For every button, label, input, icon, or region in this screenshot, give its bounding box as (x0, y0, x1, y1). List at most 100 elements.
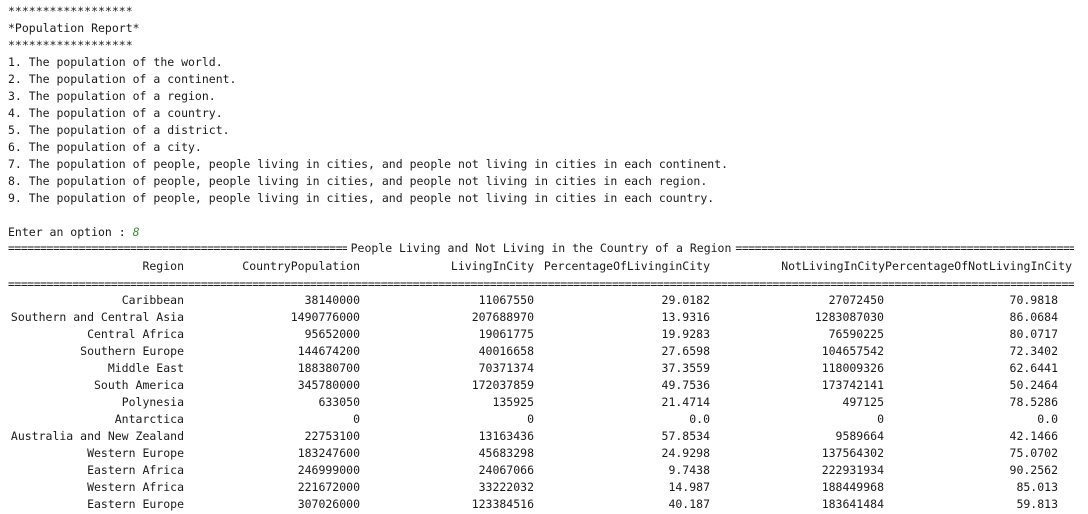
cell-not-living-in-city: 188449968 (821, 480, 884, 494)
cell-living-in-city: 0 (527, 412, 534, 426)
cell-pct-living-in-city: 14.987 (668, 480, 710, 494)
cell-region: Eastern Europe (87, 497, 184, 511)
menu-item-6: 6. The population of a city. (8, 140, 202, 154)
cell-region: Eastern Africa (87, 463, 184, 477)
cell-pct-not-living-in-city: 70.9818 (1009, 293, 1058, 307)
header-pct-living-in-city: PercentageOfLivinginCity (543, 259, 710, 273)
cell-living-in-city: 45683298 (478, 446, 534, 460)
cell-pct-not-living-in-city: 85.013 (1016, 480, 1058, 494)
cell-pct-not-living-in-city: 42.1466 (1009, 429, 1058, 443)
cell-not-living-in-city: 183641484 (821, 497, 884, 511)
cell-pct-living-in-city: 24.9298 (661, 446, 710, 460)
header-living-in-city: LivingInCity (450, 259, 534, 273)
cell-country-population: 38140000 (304, 293, 360, 307)
cell-region: Antarctica (114, 412, 184, 426)
header-country-population: CountryPopulation (242, 259, 360, 273)
cell-not-living-in-city: 9589664 (835, 429, 884, 443)
cell-living-in-city: 40016658 (478, 344, 534, 358)
cell-region: Australia and New Zealand (10, 429, 184, 443)
menu-item-8: 8. The population of people, people livi… (8, 174, 708, 188)
cell-pct-living-in-city: 13.9316 (661, 310, 710, 324)
report-title-row: ========================================… (8, 240, 1074, 257)
cell-living-in-city: 24067066 (478, 463, 534, 477)
menu-item-7: 7. The population of people, people livi… (8, 157, 729, 171)
cell-not-living-in-city: 173742141 (821, 378, 884, 392)
cell-pct-not-living-in-city: 72.3402 (1009, 344, 1058, 358)
cell-pct-living-in-city: 29.0182 (661, 293, 710, 307)
cell-country-population: 1490776000 (290, 310, 360, 324)
cell-region: Southern and Central Asia (10, 310, 184, 324)
cell-region: Southern Europe (80, 344, 184, 358)
cell-pct-living-in-city: 49.7536 (661, 378, 710, 392)
banner-title: *Population Report* (8, 21, 140, 35)
banner-stars-bottom: ****************** (8, 38, 133, 52)
title-separator-right: ========================================… (735, 241, 1074, 255)
cell-pct-not-living-in-city: 86.0684 (1009, 310, 1058, 324)
cell-country-population: 95652000 (304, 327, 360, 341)
cell-not-living-in-city: 137564302 (821, 446, 884, 460)
cell-pct-living-in-city: 57.8534 (661, 429, 710, 443)
menu-item-2: 2. The population of a continent. (8, 72, 237, 86)
cell-region: Polynesia (121, 395, 184, 409)
cell-not-living-in-city: 76590225 (828, 327, 884, 341)
cell-region: Middle East (107, 361, 184, 375)
cell-pct-living-in-city: 0.0 (689, 412, 710, 426)
cell-living-in-city: 70371374 (478, 361, 534, 375)
cell-country-population: 22753100 (304, 429, 360, 443)
cell-living-in-city: 207688970 (471, 310, 534, 324)
option-input-value[interactable]: 8 (132, 225, 140, 239)
cell-region: Central Africa (87, 327, 184, 341)
cell-not-living-in-city: 497125 (842, 395, 884, 409)
cell-pct-not-living-in-city: 50.2464 (1009, 378, 1058, 392)
cell-pct-not-living-in-city: 62.6441 (1009, 361, 1058, 375)
header-region: Region (142, 259, 184, 273)
cell-country-population: 188380700 (297, 361, 360, 375)
cell-not-living-in-city: 104657542 (821, 344, 884, 358)
cell-living-in-city: 172037859 (471, 378, 534, 392)
cell-pct-not-living-in-city: 90.2562 (1009, 463, 1058, 477)
cell-living-in-city: 19061775 (478, 327, 534, 341)
option-prompt-label: Enter an option : (8, 225, 133, 239)
cell-region: South America (93, 378, 184, 392)
cell-country-population: 144674200 (297, 344, 360, 358)
cell-region: Western Africa (87, 480, 184, 494)
cell-living-in-city: 135925 (492, 395, 534, 409)
option-prompt[interactable]: Enter an option : 8 (8, 224, 140, 241)
cell-country-population: 221672000 (297, 480, 360, 494)
menu-item-4: 4. The population of a country. (8, 106, 223, 120)
cell-not-living-in-city: 27072450 (828, 293, 884, 307)
cell-region: Western Europe (87, 446, 184, 460)
cell-country-population: 345780000 (297, 378, 360, 392)
cell-pct-not-living-in-city: 80.0717 (1009, 327, 1058, 341)
banner-stars-top: ****************** (8, 4, 133, 18)
cell-country-population: 633050 (318, 395, 360, 409)
cell-region: Caribbean (121, 293, 184, 307)
cell-pct-living-in-city: 37.3559 (661, 361, 710, 375)
cell-living-in-city: 13163436 (478, 429, 534, 443)
cell-country-population: 246999000 (297, 463, 360, 477)
cell-pct-not-living-in-city: 78.5286 (1009, 395, 1058, 409)
cell-pct-not-living-in-city: 59.813 (1016, 497, 1058, 511)
cell-pct-living-in-city: 19.9283 (661, 327, 710, 341)
cell-country-population: 307026000 (297, 497, 360, 511)
cell-pct-living-in-city: 9.7438 (668, 463, 710, 477)
report-title: People Living and Not Living in the Coun… (350, 241, 732, 255)
cell-living-in-city: 33222032 (478, 480, 534, 494)
header-separator: ========================================… (8, 277, 1074, 291)
menu-item-3: 3. The population of a region. (8, 89, 216, 103)
menu-item-9: 9. The population of people, people livi… (8, 191, 715, 205)
cell-living-in-city: 123384516 (471, 497, 534, 511)
cell-pct-living-in-city: 27.6598 (661, 344, 710, 358)
cell-not-living-in-city: 222931934 (821, 463, 884, 477)
cell-pct-not-living-in-city: 0.0 (1037, 412, 1058, 426)
cell-pct-not-living-in-city: 75.0702 (1009, 446, 1058, 460)
menu-item-5: 5. The population of a district. (8, 123, 230, 137)
title-separator-left: ========================================… (8, 241, 347, 255)
menu-item-1: 1. The population of the world. (8, 55, 223, 69)
cell-pct-living-in-city: 40.187 (668, 497, 710, 511)
cell-country-population: 0 (353, 412, 360, 426)
cell-not-living-in-city: 118009326 (821, 361, 884, 375)
cell-pct-living-in-city: 21.4714 (661, 395, 710, 409)
cell-living-in-city: 11067550 (478, 293, 534, 307)
